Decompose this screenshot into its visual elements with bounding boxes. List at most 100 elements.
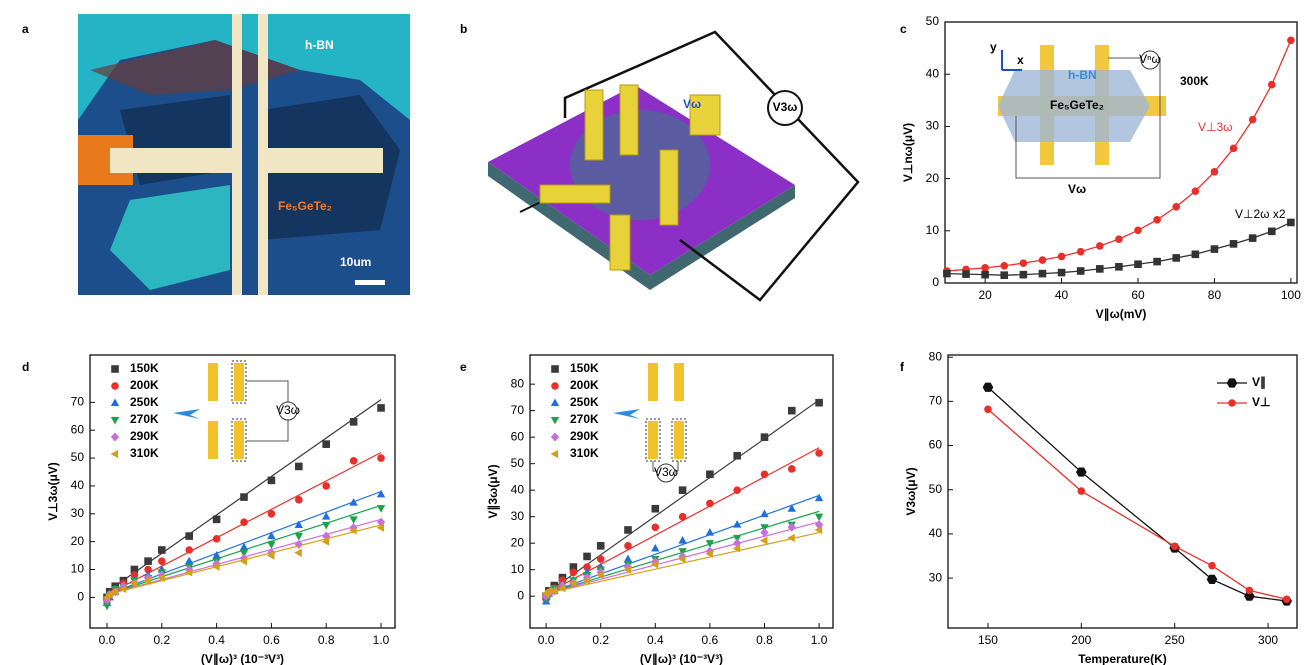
marker (1248, 234, 1257, 242)
marker (212, 562, 220, 571)
x-axis-label: V∥ω(mV) (1096, 307, 1147, 321)
marker (544, 586, 552, 596)
marker (184, 568, 193, 577)
marker (1019, 259, 1028, 267)
marker (322, 482, 331, 490)
marker (294, 520, 303, 528)
marker (623, 565, 632, 574)
panel-label: a (22, 22, 29, 36)
marker (349, 418, 358, 426)
marker (651, 557, 660, 567)
marker (733, 486, 741, 494)
marker (185, 564, 194, 575)
marker (267, 476, 276, 485)
marker (596, 570, 604, 580)
inset-meter (1140, 50, 1160, 70)
marker (1172, 254, 1181, 262)
marker (623, 554, 633, 563)
marker (1077, 487, 1086, 495)
marker (1248, 115, 1257, 124)
scale-bar (355, 280, 385, 285)
x-tick-label: 200 (1071, 633, 1091, 647)
legend-label: V∥ (1252, 375, 1266, 389)
y-tick-label: 80 (511, 376, 525, 390)
marker (1134, 226, 1142, 235)
x-tick-label: 1.0 (373, 633, 390, 647)
inset-label: V3ω (654, 465, 678, 479)
marker (239, 549, 249, 558)
electrode (539, 184, 611, 204)
marker (185, 556, 194, 565)
marker (212, 535, 221, 543)
marker (624, 542, 632, 550)
marker (650, 560, 659, 569)
x-tick-label: 20 (978, 288, 992, 302)
x-tick-label: 300 (1258, 633, 1278, 647)
marker (550, 449, 559, 459)
x-tick-label: 0.0 (538, 633, 555, 647)
signal-icon (173, 409, 200, 419)
marker (651, 523, 660, 532)
annotation: Fe₅GeTe₂ (278, 199, 332, 213)
marker (1206, 574, 1218, 585)
marker (1019, 270, 1028, 279)
marker (294, 548, 302, 557)
marker (943, 269, 951, 278)
marker (294, 539, 303, 549)
marker (678, 512, 687, 521)
marker (1115, 263, 1123, 271)
marker (157, 546, 166, 554)
x-tick-label: 60 (1131, 288, 1145, 302)
y-tick-label: 0 (77, 590, 84, 604)
electrode (232, 14, 242, 295)
marker (1191, 187, 1200, 195)
electrode (609, 214, 631, 271)
x-tick-label: 0.0 (99, 633, 116, 647)
y-axis-label: V⊥nω(μV) (901, 123, 915, 182)
marker (349, 516, 358, 524)
inset-bar (208, 421, 218, 459)
marker (377, 404, 385, 412)
y-tick-label: 0 (517, 588, 524, 602)
marker (706, 499, 714, 508)
x-axis-label: (V∥ω)³ (10⁻³V³) (640, 652, 723, 665)
inset-label: Vⁿω (1139, 52, 1161, 66)
electrode (619, 84, 639, 156)
marker (787, 504, 796, 512)
annotation: V3ω (773, 100, 798, 114)
fit-line (545, 531, 820, 595)
x-tick-label: 250 (1165, 633, 1185, 647)
x-tick-label: 1.0 (811, 633, 828, 647)
x-tick-label: 0.6 (702, 633, 719, 647)
inset-bar (648, 363, 658, 401)
legend-label: 290K (570, 429, 599, 443)
marker (212, 551, 221, 559)
marker (267, 531, 276, 540)
y-tick-label: 70 (929, 394, 943, 408)
fit-line (545, 494, 820, 595)
marker (144, 565, 152, 574)
marker (1095, 265, 1104, 273)
marker (651, 543, 660, 552)
marker (322, 521, 331, 530)
legend-label: 290K (130, 429, 159, 443)
marker (1228, 399, 1236, 407)
marker (1000, 271, 1009, 279)
marker (1287, 36, 1295, 45)
annotation: 300K (1180, 74, 1209, 88)
marker (705, 540, 715, 548)
legend-label: 250K (130, 395, 159, 409)
marker (377, 454, 385, 462)
marker (596, 555, 605, 563)
inset-label: x (1017, 53, 1024, 67)
marker (568, 578, 577, 588)
marker (583, 552, 591, 561)
marker (1076, 267, 1085, 275)
marker (376, 489, 386, 498)
marker (267, 509, 276, 518)
series-line (987, 408, 1287, 600)
legend-label: 200K (570, 378, 599, 392)
annotation: h-BN (305, 38, 334, 52)
marker (787, 465, 796, 473)
marker (110, 398, 120, 407)
